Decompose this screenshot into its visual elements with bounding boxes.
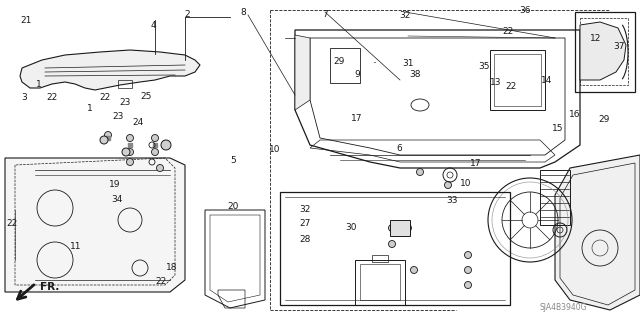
Text: 23: 23: [113, 112, 124, 121]
Circle shape: [127, 149, 134, 155]
Text: 37: 37: [614, 42, 625, 51]
Text: 6: 6: [397, 144, 402, 153]
Text: 18: 18: [166, 263, 177, 272]
Polygon shape: [390, 220, 410, 236]
Text: 5: 5: [230, 156, 236, 165]
Text: 10: 10: [269, 145, 281, 154]
Text: 38: 38: [409, 70, 420, 79]
Circle shape: [465, 251, 472, 258]
Circle shape: [100, 136, 108, 144]
Text: 19: 19: [109, 180, 121, 189]
Circle shape: [404, 225, 412, 232]
Text: 22: 22: [6, 219, 17, 228]
Text: 20: 20: [227, 202, 239, 211]
Text: 1: 1: [87, 104, 92, 113]
Circle shape: [465, 266, 472, 273]
Text: 9: 9: [355, 70, 360, 78]
Circle shape: [127, 159, 134, 166]
Text: 34: 34: [111, 195, 122, 204]
Circle shape: [127, 135, 134, 142]
Text: 36: 36: [519, 6, 531, 15]
Circle shape: [410, 266, 417, 273]
Text: 17: 17: [351, 114, 363, 123]
Polygon shape: [20, 50, 200, 90]
Circle shape: [104, 131, 111, 138]
Text: 22: 22: [502, 27, 514, 36]
Text: 3: 3: [22, 93, 27, 102]
Text: 32: 32: [299, 205, 310, 214]
Text: 22: 22: [505, 82, 516, 91]
Circle shape: [122, 148, 130, 156]
Text: 4: 4: [151, 21, 156, 30]
Text: 25: 25: [140, 92, 152, 101]
Circle shape: [152, 135, 159, 142]
Circle shape: [417, 168, 424, 175]
Text: 11: 11: [70, 242, 81, 251]
Text: 21: 21: [20, 16, 31, 25]
Circle shape: [465, 281, 472, 288]
Text: 16: 16: [569, 110, 580, 119]
Text: 2: 2: [184, 10, 189, 19]
Circle shape: [388, 241, 396, 248]
Text: 30: 30: [345, 223, 356, 232]
Text: 29: 29: [598, 115, 610, 124]
Circle shape: [388, 225, 396, 232]
Text: 28: 28: [299, 235, 310, 244]
Text: 27: 27: [299, 219, 310, 228]
Polygon shape: [580, 22, 626, 80]
Polygon shape: [295, 35, 310, 110]
Text: 22: 22: [47, 93, 58, 102]
Circle shape: [152, 149, 159, 155]
Circle shape: [161, 140, 171, 150]
Text: 24: 24: [132, 118, 144, 127]
Text: 14: 14: [541, 76, 552, 85]
Circle shape: [445, 182, 451, 189]
Text: 7: 7: [323, 10, 328, 19]
Text: 35: 35: [478, 63, 490, 71]
Text: 15: 15: [552, 124, 564, 133]
Text: 23: 23: [120, 98, 131, 107]
Text: 12: 12: [589, 34, 601, 43]
Text: 13: 13: [490, 78, 501, 87]
Text: 8: 8: [241, 8, 246, 17]
Polygon shape: [5, 158, 185, 292]
Text: 1: 1: [36, 80, 41, 89]
Text: SJA4B3940G: SJA4B3940G: [540, 303, 587, 312]
Text: 10: 10: [460, 179, 472, 188]
Polygon shape: [555, 155, 640, 310]
Text: FR.: FR.: [40, 282, 60, 292]
Text: 17: 17: [470, 159, 482, 168]
Text: 31: 31: [403, 59, 414, 68]
Text: 29: 29: [333, 57, 345, 66]
Text: 33: 33: [446, 196, 458, 205]
Text: 32: 32: [399, 11, 410, 20]
Circle shape: [157, 165, 163, 172]
Text: 22: 22: [156, 277, 167, 286]
Text: 22: 22: [99, 93, 111, 102]
